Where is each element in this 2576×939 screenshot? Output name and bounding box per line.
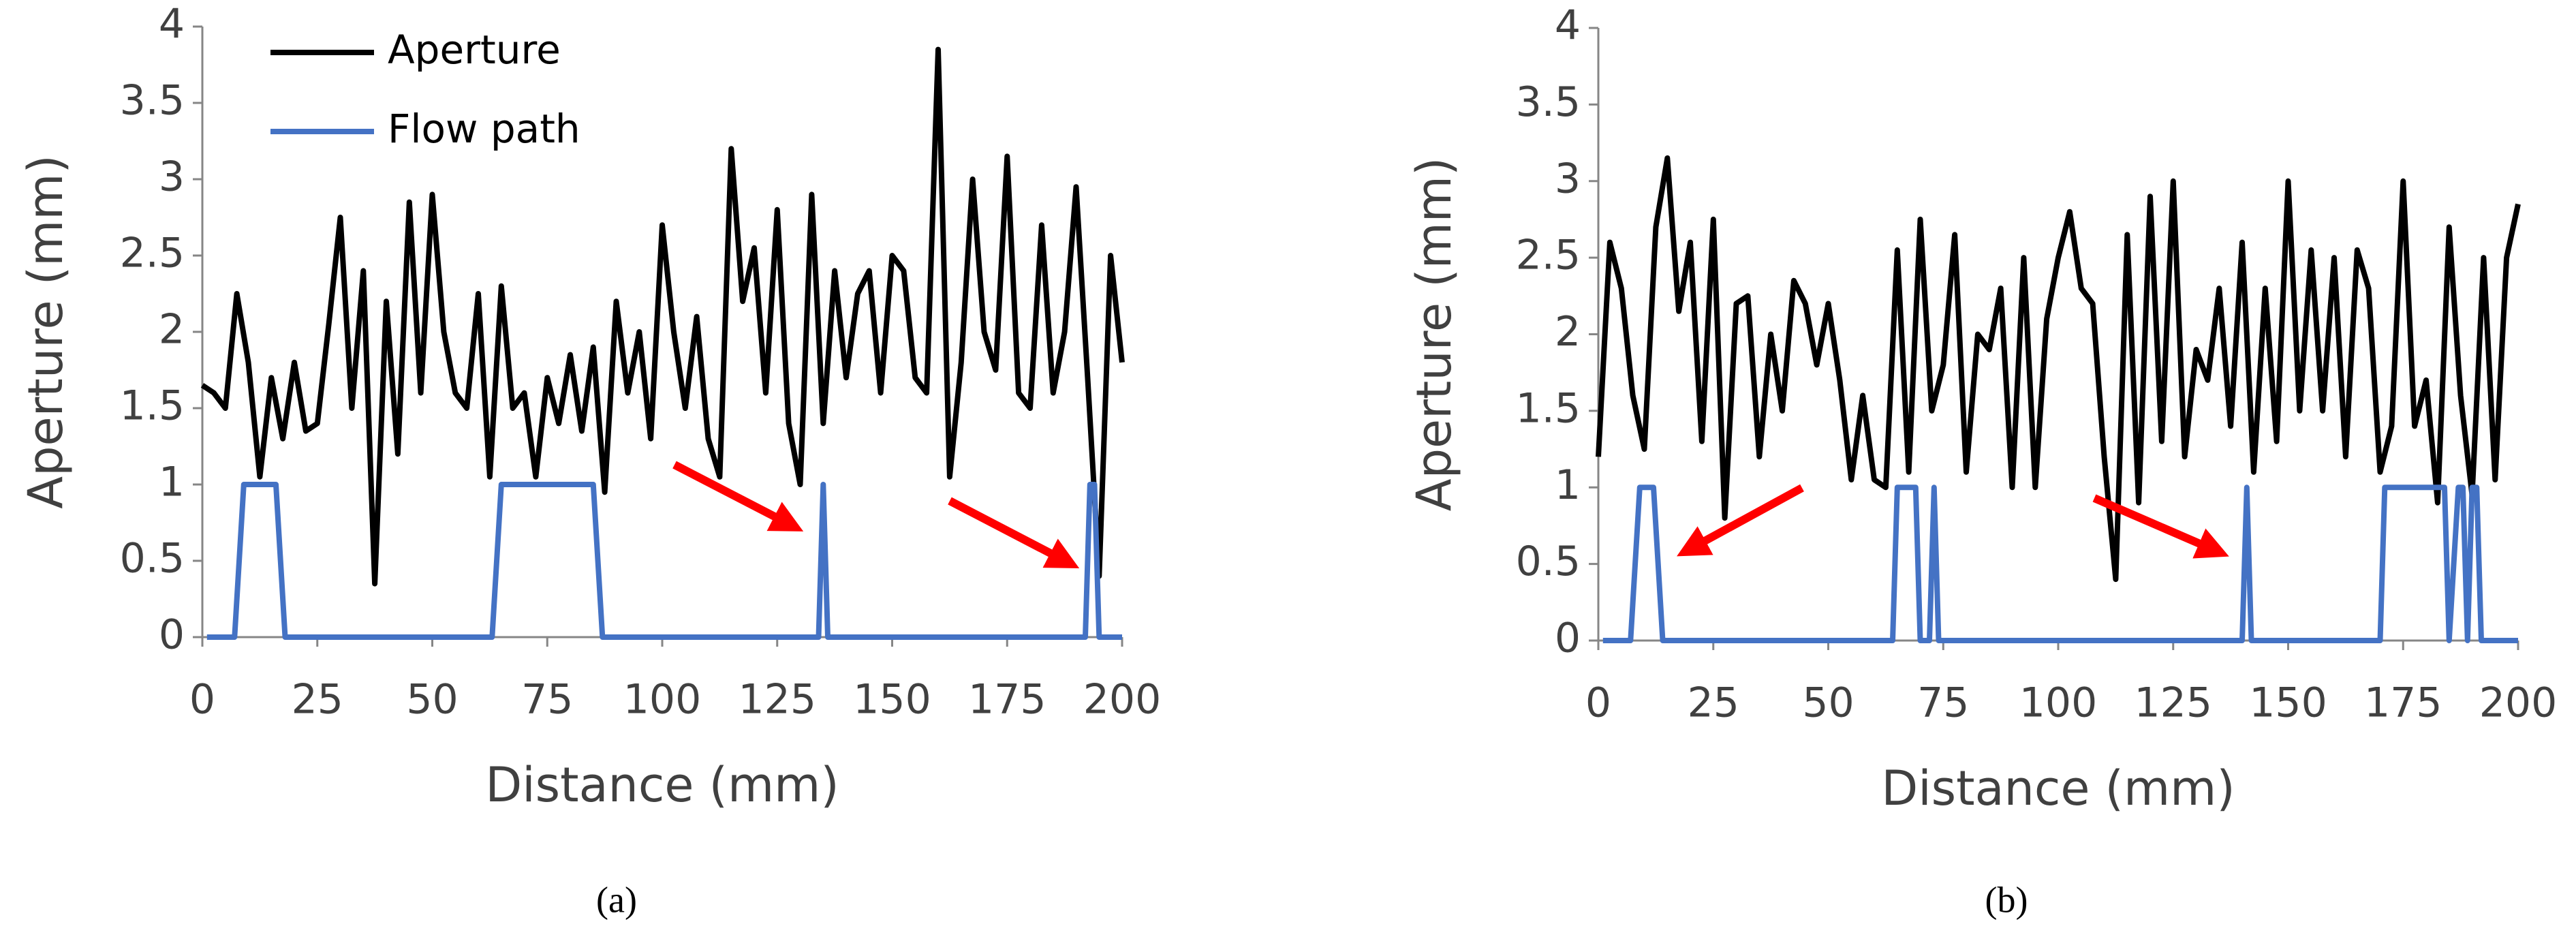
chart: 0 0.5 1 1.5 2 2.5 3 3.5 4 0 25 50 75 100 125 150 175 200 D… xyxy=(18,1,1161,921)
y-tick-label: 1 xyxy=(159,459,185,506)
x-tick-label: 50 xyxy=(1802,679,1854,727)
x-tick-label: 200 xyxy=(1083,676,1162,724)
x-axis-title: Distance (mm) xyxy=(1881,760,2235,816)
caption: (a) xyxy=(596,879,637,920)
y-tick-label: 3 xyxy=(159,153,185,201)
y-tick-label: 0.5 xyxy=(120,535,185,583)
plots: 00.511.522.533.540 25 50 75 100 125 150 175 200D… xyxy=(18,1,2557,921)
series-line xyxy=(1596,155,2521,583)
arrow xyxy=(948,497,1080,568)
series-line xyxy=(206,482,1122,640)
x-tick-label: 125 xyxy=(2134,679,2212,727)
x-tick-label: 100 xyxy=(2019,679,2098,727)
y-tick-label: 4 xyxy=(159,1,185,48)
x-tick-label: 25 xyxy=(1688,679,1739,727)
x-tick-label: 150 xyxy=(853,676,931,724)
y-tick-label: 3 xyxy=(1555,155,1581,202)
y-tick-label: 2.5 xyxy=(1516,232,1581,279)
y-tick-label: 3.5 xyxy=(1516,78,1581,126)
series-line xyxy=(200,46,1125,587)
y-axis-title: Aperture (mm) xyxy=(1406,157,1462,512)
x-tick-label: 50 xyxy=(406,676,458,724)
x-tick-label: 0 xyxy=(1585,679,1611,727)
legend-label: Flow path xyxy=(388,106,580,152)
x-tick-label: 75 xyxy=(1917,679,1969,727)
y-axis-title: Aperture (mm) xyxy=(18,155,74,509)
y-tick-label: 1.5 xyxy=(1516,384,1581,432)
arrow xyxy=(2092,494,2229,559)
x-tick-label: 125 xyxy=(738,676,816,724)
y-tick-label: 2 xyxy=(1555,308,1581,356)
annotations xyxy=(672,461,2229,568)
y-tick-label: 1 xyxy=(1555,461,1581,509)
x-tick-label: 75 xyxy=(521,676,573,724)
y-tick-label: 1.5 xyxy=(120,382,185,430)
y-tick-label: 4 xyxy=(1555,2,1581,50)
arrow xyxy=(1677,484,1804,557)
y-tick-label: 0.5 xyxy=(1516,538,1581,585)
x-tick-label: 175 xyxy=(2364,679,2442,727)
legend-label: Aperture xyxy=(388,27,561,73)
series-line xyxy=(1602,484,2518,643)
x-tick-label: 100 xyxy=(623,676,702,724)
x-tick-label: 200 xyxy=(2479,679,2558,727)
y-tick-label: 0 xyxy=(159,611,185,659)
arrow xyxy=(672,461,804,532)
x-tick-label: 0 xyxy=(189,676,215,724)
x-tick-label: 150 xyxy=(2249,679,2327,727)
chart: 0 0.5 1 1.5 2 2.5 3 3.5 4 0 25 50 75 100 125 150 175 200 D… xyxy=(1406,2,2557,921)
y-tick-label: 2.5 xyxy=(120,230,185,277)
caption: (b) xyxy=(1985,879,2028,920)
x-tick-label: 25 xyxy=(292,676,343,724)
x-axis-title: Distance (mm) xyxy=(485,757,839,813)
y-tick-label: 2 xyxy=(159,306,185,354)
x-tick-label: 175 xyxy=(968,676,1046,724)
y-tick-label: 3.5 xyxy=(120,77,185,125)
y-tick-label: 0 xyxy=(1555,615,1581,662)
